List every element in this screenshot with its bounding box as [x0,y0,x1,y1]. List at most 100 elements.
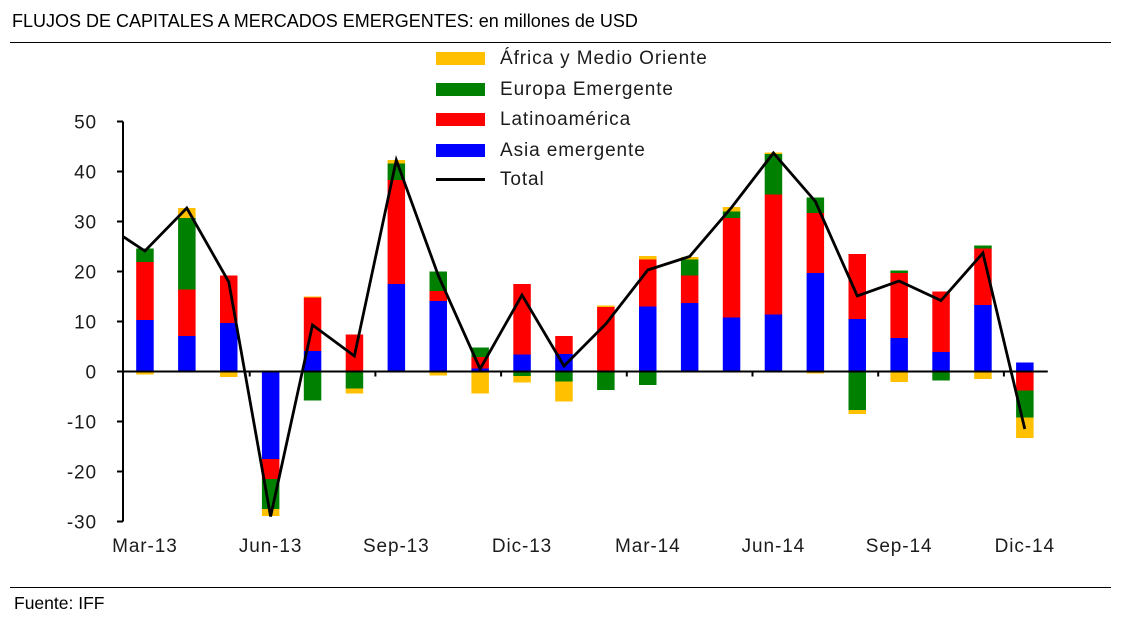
bar-europa-emergente-nov-14 [974,245,992,249]
y-axis-labels: 50 40 30 20 10 0 -10 -20 -30 [67,113,97,534]
y-tick-label: 40 [74,163,97,184]
legend-label: África y Medio Oriente [500,48,708,69]
bar-asia-emergente-ago-14 [848,319,866,372]
bar-africa-y-medio-oriente-sep-14 [890,371,908,382]
legend-swatch-total-line [436,178,485,181]
bar-asia-emergente-jul-13 [303,351,322,372]
bar-latinoamerica-ago-14 [848,254,866,319]
legend-item-africa-medio-oriente: África y Medio Oriente [436,44,756,74]
bar-latinoamerica-nov-13 [471,357,489,369]
total-line [122,150,1027,517]
bar-europa-emergente-jun-14 [764,154,783,195]
bar-latinoamerica-feb-14 [597,307,615,372]
legend-item-asia-emergente: Asia emergente [436,136,756,166]
legend-swatch-europa-emergente [436,83,485,96]
legend-label: Total [500,169,545,190]
bar-europa-emergente-feb-14 [597,371,615,390]
header-divider [10,41,1111,43]
legend-item-europa-emergente: Europa Emergente [436,75,756,105]
bar-latinoamerica-may-14 [722,218,741,318]
bar-asia-emergente-sep-14 [890,338,908,372]
bar-asia-emergente-may-14 [722,317,741,372]
bar-africa-y-medio-oriente-oct-13 [429,371,447,376]
bar-africa-y-medio-oriente-ene-14 [555,381,573,402]
bar-asia-emergente-jul-14 [806,273,825,372]
x-tick-label: Jun-14 [742,536,806,557]
line-layer [122,150,1027,517]
bar-asia-emergente-nov-14 [974,305,992,372]
y-tick-label: -30 [67,513,97,534]
legend-swatch-africa-medio-oriente [436,52,485,65]
x-tick-label: Mar-14 [615,536,681,557]
y-tick-label: 50 [74,113,97,134]
x-tick-label: Dic-13 [492,536,552,557]
bar-latinoamerica-sep-13 [387,180,406,284]
bar-asia-emergente-dic-13 [513,354,531,372]
bar-latinoamerica-jun-14 [764,194,783,315]
bar-africa-y-medio-oriente-jul-13 [303,296,322,298]
legend-item-total: Total [436,166,756,196]
x-tick-label: Sep-13 [363,536,430,557]
y-tick-label: -10 [67,413,97,434]
bar-asia-emergente-mar-14 [639,306,657,372]
bar-africa-y-medio-oriente-feb-14 [597,305,615,307]
bar-africa-y-medio-oriente-abr-14 [680,257,699,260]
x-tick-label: Mar-13 [112,536,178,557]
bar-europa-emergente-ago-14 [848,371,866,410]
bar-latinoamerica-sep-14 [890,273,908,338]
bar-asia-emergente-sep-13 [387,284,406,372]
bar-africa-y-medio-oriente-abr-13 [178,208,196,218]
bar-europa-emergente-nov-13 [471,347,489,357]
bar-asia-emergente-jun-14 [764,314,783,372]
bar-asia-emergente-abr-13 [178,336,196,372]
bar-latinoamerica-oct-13 [429,291,447,301]
bar-layer [136,152,1034,516]
bar-europa-emergente-ene-14 [555,371,573,382]
legend-label: Latinoamérica [500,109,632,130]
bar-europa-emergente-may-14 [722,211,741,218]
bar-latinoamerica-nov-14 [974,248,992,305]
x-tick-label: Jun-13 [239,536,303,557]
x-axis-labels: Mar-13 Jun-13 Sep-13 Dic-13 Mar-14 Jun-14 Sep-… [112,536,1055,557]
bar-europa-emergente-mar-14 [639,371,657,385]
bar-africa-y-medio-oriente-may-13 [220,371,238,377]
bar-europa-emergente-jul-13 [303,371,322,401]
bar-asia-emergente-jun-13 [261,371,280,459]
bar-latinoamerica-ene-14 [555,336,573,354]
bar-asia-emergente-oct-13 [429,301,447,372]
bar-africa-y-medio-oriente-ago-13 [345,388,364,394]
bar-asia-emergente-oct-14 [932,352,950,372]
x-tick-label: Sep-14 [866,536,933,557]
y-tick-label: 30 [74,213,97,234]
y-tick-label: -20 [67,463,97,484]
bar-latinoamerica-oct-14 [932,291,950,352]
source-note: Fuente: IFF [14,593,105,613]
bar-europa-emergente-dic-13 [513,371,531,376]
y-tick-label: 0 [86,363,97,384]
bar-latinoamerica-jun-13 [261,459,280,479]
bar-africa-y-medio-oriente-nov-13 [471,371,489,394]
bar-europa-emergente-mar-13 [136,248,154,262]
y-tick-label: 20 [74,263,97,284]
bar-latinoamerica-abr-14 [680,275,699,303]
footer-divider [10,586,1111,588]
bar-latinoamerica-dic-14 [1016,371,1034,391]
legend-item-latinoamerica: Latinoamérica [436,106,756,136]
bar-europa-emergente-oct-14 [932,371,950,381]
bar-africa-y-medio-oriente-nov-14 [974,371,992,379]
bar-latinoamerica-mar-13 [136,262,154,320]
bar-africa-y-medio-oriente-ago-14 [848,410,866,414]
chart-title: FLUJOS DE CAPITALES A MERCADOS EMERGENTE… [12,11,638,31]
bar-africa-y-medio-oriente-dic-13 [513,376,531,383]
bar-europa-emergente-ago-13 [345,371,364,389]
legend-swatch-asia-emergente [436,144,485,157]
bar-africa-y-medio-oriente-mar-14 [639,256,657,260]
bar-latinoamerica-jul-14 [806,213,825,273]
x-tick-label: Dic-14 [995,536,1055,557]
y-tick-label: 10 [74,313,97,334]
bar-europa-emergente-abr-14 [680,259,699,276]
bar-latinoamerica-mar-14 [639,259,657,307]
bar-asia-emergente-dic-14 [1016,362,1034,372]
bar-asia-emergente-mar-13 [136,320,154,372]
